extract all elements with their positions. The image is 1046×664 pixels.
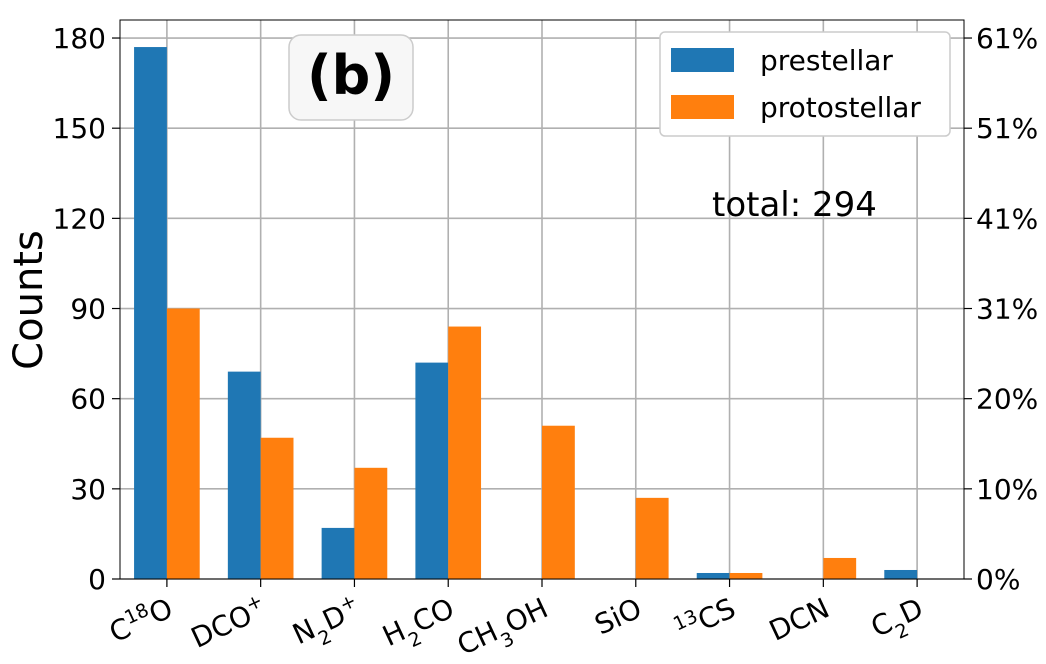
y-tick-label: 120 (53, 202, 106, 235)
x-tick-label: 13CS (670, 590, 741, 648)
y-tick-label: 150 (53, 112, 106, 145)
x-tick-label: C18O (103, 590, 177, 650)
bar-prestellar (321, 527, 355, 579)
panel-label: (b) (307, 44, 395, 107)
bar-prestellar (227, 371, 261, 579)
bar-prestellar (134, 47, 167, 579)
legend-swatch-protostellar (671, 95, 734, 119)
bar-prestellar (884, 569, 918, 579)
bar-protostellar (448, 326, 482, 579)
bar-protostellar (542, 425, 575, 579)
bar-protostellar (823, 557, 857, 579)
bar-protostellar (354, 467, 388, 579)
right-tick-label: 10% (976, 473, 1038, 506)
y-tick-label: 180 (53, 22, 106, 55)
right-tick-label: 31% (976, 293, 1038, 326)
y-tick-label: 30 (70, 473, 106, 506)
right-tick-label: 41% (976, 202, 1038, 235)
right-y-axis: 0% 10% 20% 31% 41% 51% 61% (964, 22, 1038, 596)
y-axis-label: Counts (6, 230, 52, 370)
right-tick-label: 61% (976, 22, 1038, 55)
x-tick-label: DCN (764, 591, 834, 647)
bar-protostellar (635, 497, 669, 579)
bar-prestellar (415, 362, 449, 579)
grid-lines (120, 20, 964, 580)
bar-protostellar (166, 308, 200, 579)
x-tick-label: N2D+ (287, 590, 370, 660)
bar-protostellar (260, 437, 294, 579)
left-y-axis: 0 30 60 90 120 150 180 (53, 22, 120, 596)
bar-prestellar (696, 572, 730, 579)
y-tick-label: 0 (88, 563, 106, 596)
bars (134, 47, 918, 579)
legend: prestellar protostellar (659, 31, 951, 137)
y-tick-label: 90 (70, 293, 106, 326)
total-annotation: total: 294 (712, 185, 877, 225)
bar-protostellar (729, 572, 763, 579)
right-tick-label: 51% (976, 112, 1038, 145)
x-tick-label: SiO (590, 591, 647, 641)
y-tick-label: 60 (70, 383, 106, 416)
x-tick-label: H2CO (377, 591, 462, 661)
right-tick-label: 0% (976, 563, 1020, 596)
legend-label-prestellar: prestellar (760, 44, 893, 77)
x-tick-label: C2D (866, 591, 932, 652)
legend-swatch-prestellar (671, 48, 734, 72)
x-tick-label: DCO+ (185, 590, 271, 655)
x-tick-label: CH3OH (452, 591, 557, 664)
right-tick-label: 20% (976, 383, 1038, 416)
legend-label-protostellar: protostellar (760, 91, 921, 124)
panel-label-box: (b) (288, 34, 414, 121)
